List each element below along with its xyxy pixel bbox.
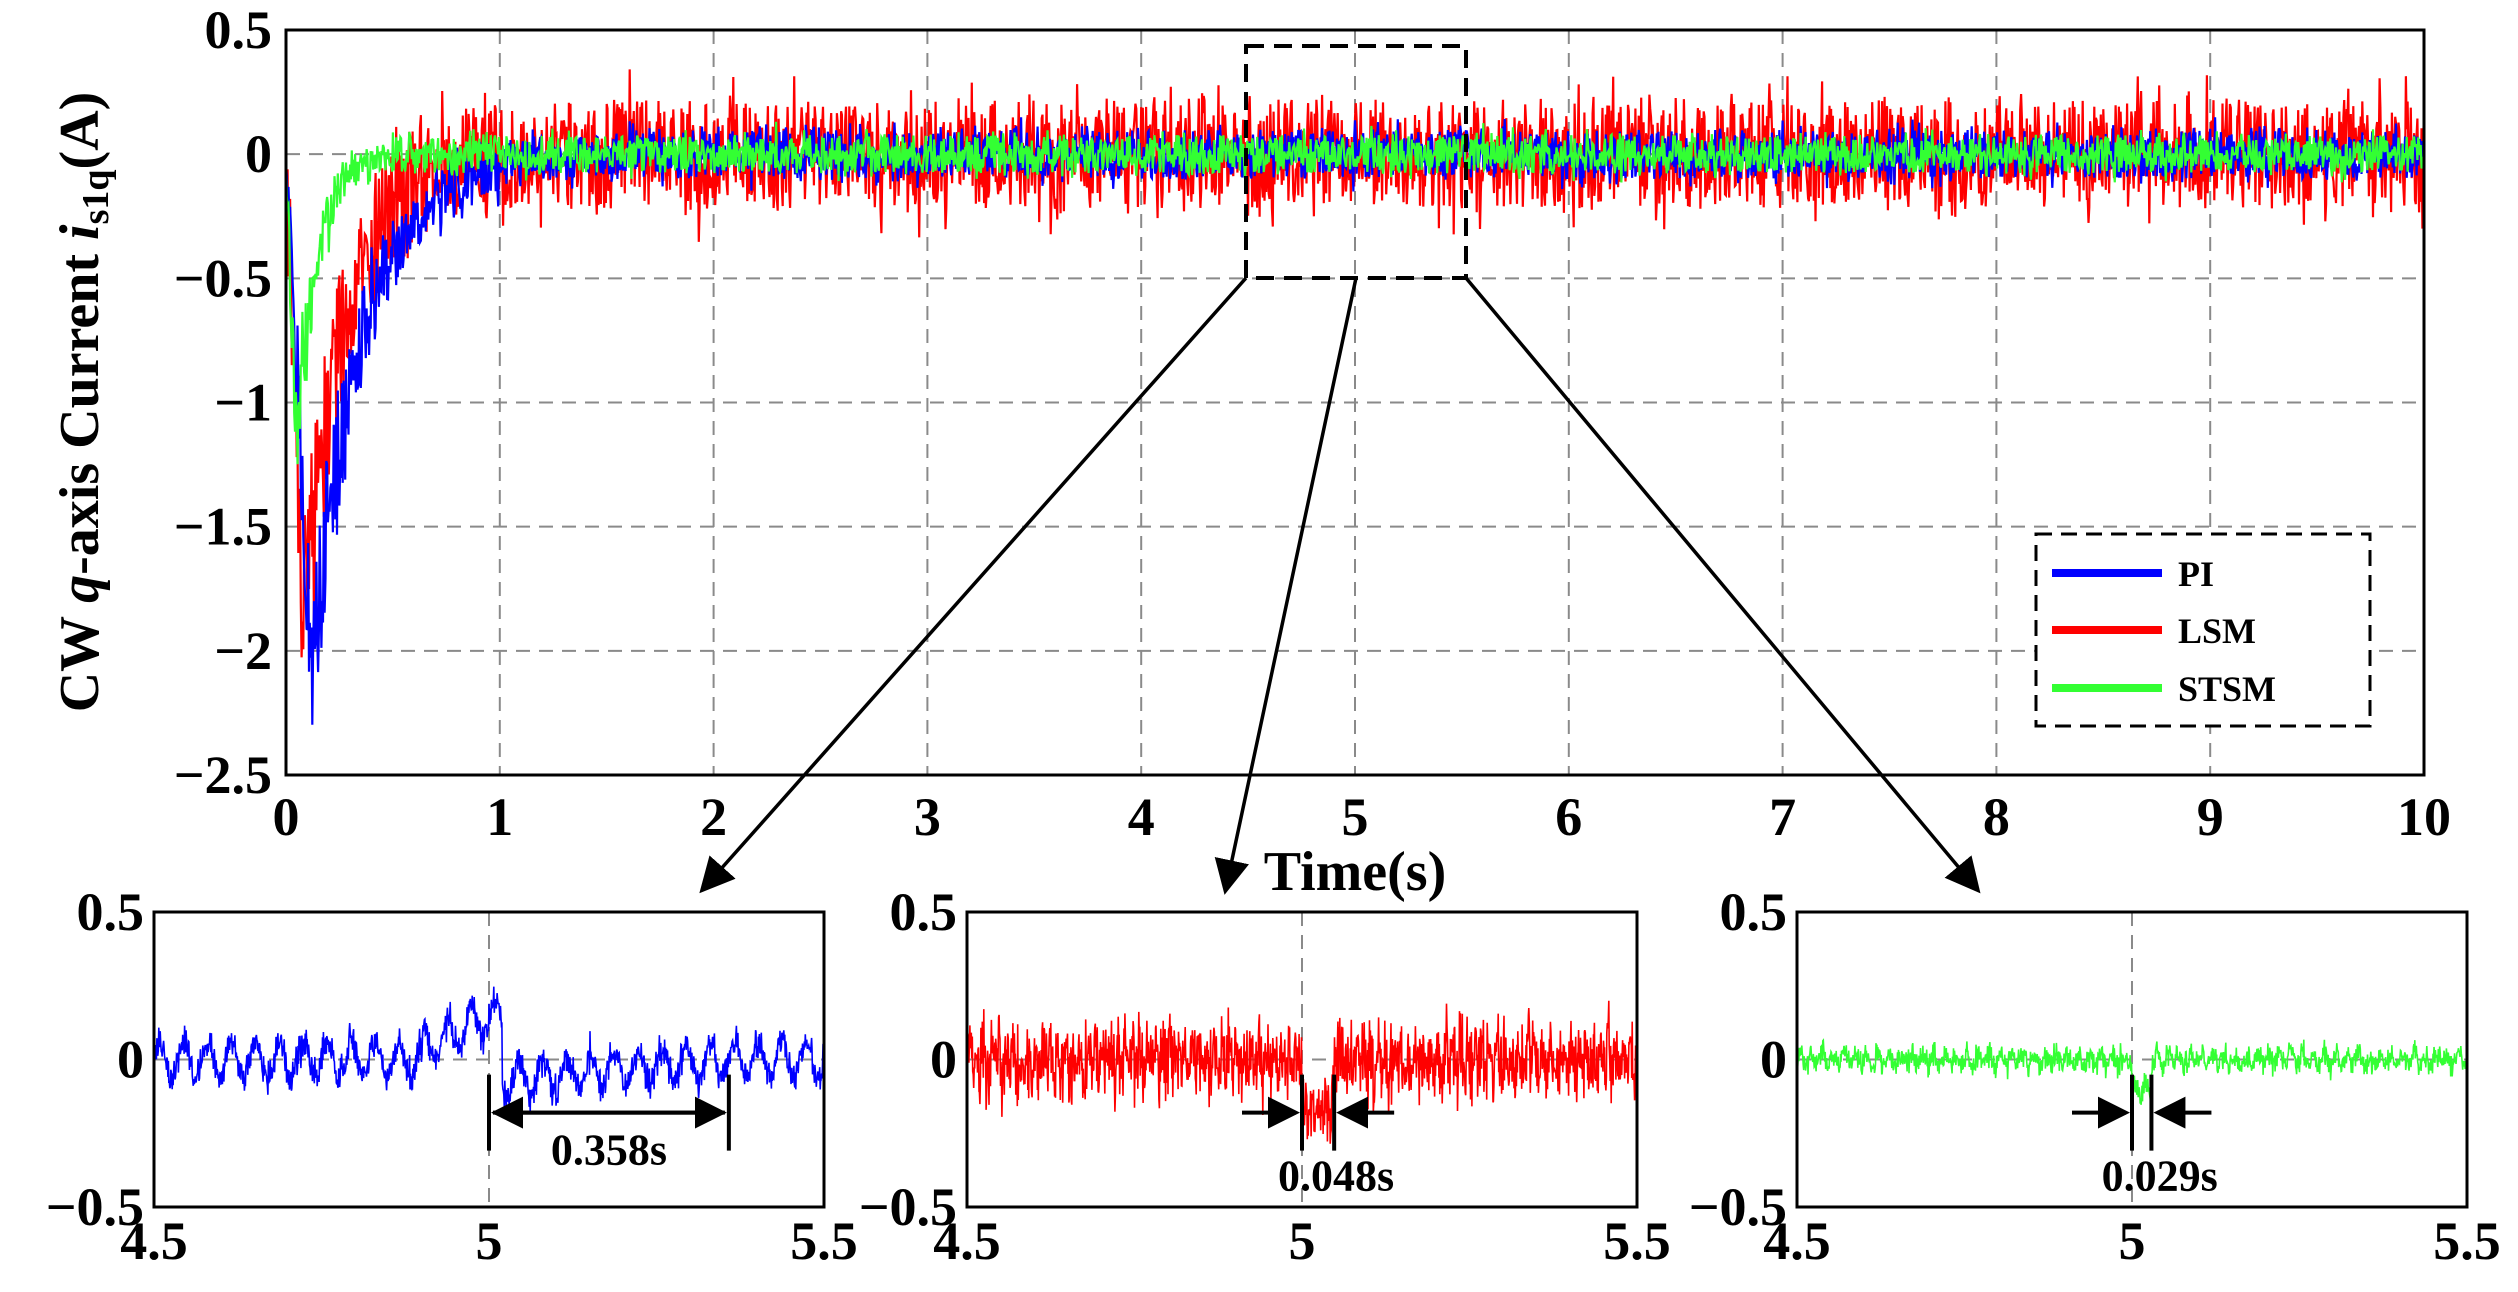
zoom-x-tick-label: 5.5 xyxy=(2433,1211,2501,1271)
zoom-x-tick-label: 5 xyxy=(2119,1211,2146,1271)
main-y-tick-label: −2.5 xyxy=(174,745,272,805)
zoom-stsm-annotation: 0.029s xyxy=(2072,1074,2218,1201)
zoom-x-tick-label: 4.5 xyxy=(120,1211,188,1271)
main-series-line-stsm xyxy=(286,121,2424,465)
legend: PI LSM STSM xyxy=(2034,532,2372,728)
zoom-pi-annotation: 0.358s xyxy=(487,1074,731,1175)
zoom-y-tick-label: 0 xyxy=(117,1030,144,1090)
main-y-axis-title: CW q-axis Current is1q(A) xyxy=(49,92,117,713)
main-x-tick-label: 8 xyxy=(1983,787,2010,847)
zoom-series-line-pi xyxy=(154,986,824,1113)
legend-label-pi: PI xyxy=(2178,554,2214,594)
connector-arrow-pi xyxy=(699,276,1248,894)
annotation-label: 0.358s xyxy=(551,1126,667,1175)
zoom-lsm-tick-labels: 4.5 5 5.5 0.5 0 −0.5 xyxy=(859,882,1671,1271)
main-x-tick-label: 10 xyxy=(2397,787,2451,847)
zoom-y-tick-label: 0.5 xyxy=(890,882,958,942)
main-x-tick-label: 0 xyxy=(273,787,300,847)
zoom-y-tick-label: −0.5 xyxy=(46,1177,144,1237)
connector-arrow-lsm xyxy=(1214,277,1358,895)
zoom-y-tick-label: 0.5 xyxy=(77,882,145,942)
main-y-tick-label: 0.5 xyxy=(205,0,273,60)
zoom-y-tick-label: 0.5 xyxy=(1720,882,1788,942)
zoom-pi-grid xyxy=(154,912,824,1207)
zoom-pi-plot-area xyxy=(154,986,824,1113)
zoom-x-tick-label: 5.5 xyxy=(790,1211,858,1271)
main-x-axis-title: Time(s) xyxy=(1264,841,1447,903)
zoom-x-tick-label: 5 xyxy=(1289,1211,1316,1271)
zoom-x-tick-label: 4.5 xyxy=(1763,1211,1831,1271)
legend-label-lsm: LSM xyxy=(2178,611,2256,651)
zoom-pi-tick-labels: 4.5 5 5.5 0.5 0 −0.5 xyxy=(46,882,858,1271)
connector-arrow-stsm xyxy=(1464,276,1981,894)
main-y-tick-label: −1 xyxy=(214,373,272,433)
zoom-pi-axes-frame xyxy=(152,910,826,1209)
zoom-y-tick-label: −0.5 xyxy=(859,1177,957,1237)
zoom-x-tick-label: 4.5 xyxy=(933,1211,1001,1271)
zoom-panel-stsm: 4.5 5 5.5 0.5 0 −0.5 0.029s xyxy=(1689,882,2501,1271)
main-y-tick-label: −2 xyxy=(214,621,272,681)
main-x-tick-label: 1 xyxy=(486,787,513,847)
main-x-tick-label: 6 xyxy=(1555,787,1582,847)
zoom-panel-lsm: 4.5 5 5.5 0.5 0 −0.5 0.048s xyxy=(859,882,1671,1271)
main-chart: 0 1 2 3 4 5 6 7 8 9 10 0.5 0 −0.5 −1 −1.5 −2 −2.5 Time(s… xyxy=(49,0,2451,903)
main-y-tick-label: −0.5 xyxy=(174,248,272,308)
zoom-lsm-axes-frame xyxy=(965,910,1639,1209)
main-axes-frame xyxy=(284,28,2426,777)
zoom-y-tick-label: 0 xyxy=(930,1030,957,1090)
annotation-label: 0.048s xyxy=(1278,1152,1394,1201)
zoom-panel-pi: 4.5 5 5.5 0.5 0 −0.5 0.358s xyxy=(46,882,858,1271)
main-x-tick-label: 2 xyxy=(700,787,727,847)
zoom-y-tick-label: 0 xyxy=(1760,1030,1787,1090)
zoom-lsm-annotation: 0.048s xyxy=(1242,1074,1395,1201)
zoom-y-tick-label: −0.5 xyxy=(1689,1177,1787,1237)
main-plot-area xyxy=(286,69,2424,725)
annotation-label: 0.029s xyxy=(2102,1152,2218,1201)
zoom-x-tick-label: 5 xyxy=(476,1211,503,1271)
zoom-stsm-tick-labels: 4.5 5 5.5 0.5 0 −0.5 xyxy=(1689,882,2501,1271)
main-y-tick-labels: 0.5 0 −0.5 −1 −1.5 −2 −2.5 xyxy=(174,0,272,805)
legend-label-stsm: STSM xyxy=(2178,669,2276,709)
main-x-tick-label: 9 xyxy=(2197,787,2224,847)
main-x-tick-labels: 0 1 2 3 4 5 6 7 8 9 10 xyxy=(273,787,2452,847)
main-x-tick-label: 3 xyxy=(914,787,941,847)
zoom-stsm-axes-frame xyxy=(1795,910,2469,1209)
main-x-tick-label: 5 xyxy=(1342,787,1369,847)
main-x-tick-label: 7 xyxy=(1769,787,1796,847)
main-y-tick-label: 0 xyxy=(245,124,272,184)
main-x-tick-label: 4 xyxy=(1128,787,1155,847)
zoom-x-tick-label: 5.5 xyxy=(1603,1211,1671,1271)
main-y-tick-label: −1.5 xyxy=(174,497,272,557)
